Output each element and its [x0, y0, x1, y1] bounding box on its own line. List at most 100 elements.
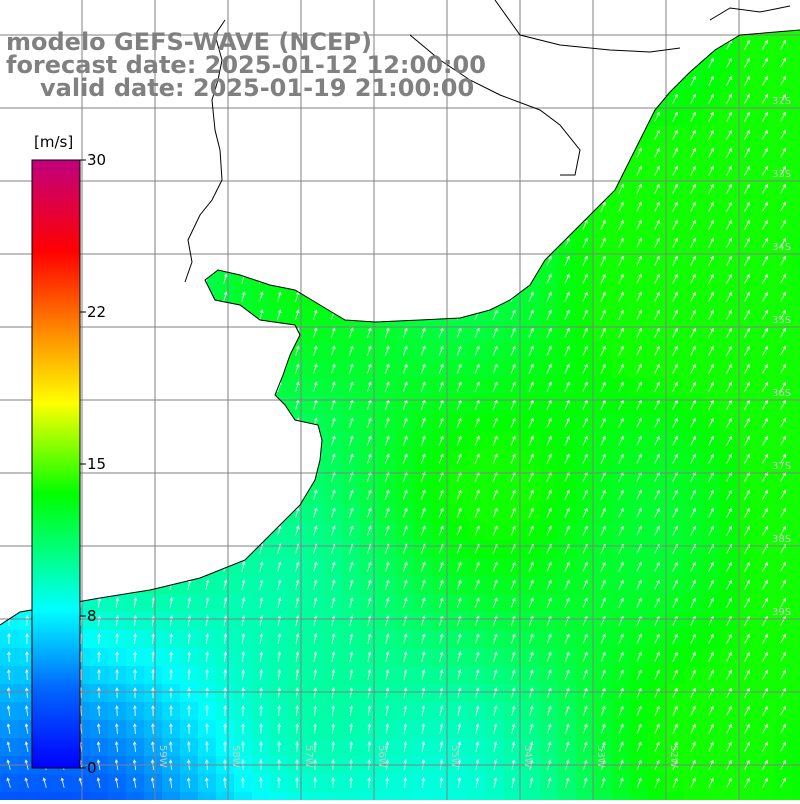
wind-arrow — [637, 95, 642, 104]
wind-arrow — [583, 112, 587, 121]
wind-cell — [414, 126, 433, 145]
wind-arrow — [475, 220, 479, 229]
wind-arrow — [475, 112, 479, 121]
wind-cell — [792, 486, 800, 505]
wind-arrow — [457, 40, 461, 49]
wind-cell — [450, 180, 469, 199]
wind-arrow — [26, 4, 29, 14]
wind-arrow — [457, 274, 461, 283]
wind-cell — [234, 792, 253, 800]
wind-cell — [432, 216, 451, 235]
wind-cell — [216, 504, 235, 523]
wind-arrow — [493, 220, 497, 229]
wind-arrow — [98, 472, 101, 482]
wind-arrow — [385, 130, 389, 139]
wind-arrow — [98, 292, 101, 302]
wind-cell — [342, 198, 361, 217]
wind-arrow — [565, 40, 569, 49]
wind-arrow — [745, 23, 750, 32]
wind-arrow — [98, 382, 101, 392]
wind-cell — [126, 432, 145, 451]
wind-arrow — [8, 184, 11, 194]
wind-cell — [18, 0, 37, 19]
wind-cell — [234, 162, 253, 181]
wind-arrow — [278, 274, 282, 284]
wind-cell — [648, 54, 667, 73]
wind-arrow — [331, 238, 335, 247]
wind-cell — [792, 684, 800, 703]
wind-arrow — [206, 184, 209, 194]
wind-cell — [180, 540, 199, 559]
wind-cell — [594, 18, 613, 37]
wind-arrow — [8, 328, 11, 338]
wind-cell — [270, 234, 289, 253]
wind-arrow — [385, 292, 389, 301]
wind-cell — [198, 522, 217, 541]
wind-cell — [306, 144, 325, 163]
wind-arrow — [619, 58, 623, 67]
wind-arrow — [331, 130, 335, 139]
wind-cell — [792, 234, 800, 253]
wind-cell — [792, 612, 800, 631]
wind-cell — [378, 288, 397, 307]
wind-arrow — [529, 184, 533, 193]
wind-arrow — [26, 220, 29, 230]
wind-arrow — [583, 130, 587, 139]
title-valid-date: valid date: 2025-01-19 21:00:00 — [40, 76, 474, 100]
wind-cell — [396, 288, 415, 307]
wind-cell — [792, 126, 800, 145]
wind-cell — [432, 18, 451, 37]
wind-cell — [198, 792, 217, 800]
wind-arrow — [529, 112, 533, 121]
wind-arrow — [421, 238, 425, 247]
wind-arrow — [403, 202, 407, 211]
wind-arrow — [475, 130, 479, 139]
colorbar-tick: 0 — [87, 759, 97, 777]
wind-cell — [792, 450, 800, 469]
wind-cell — [90, 180, 109, 199]
wind-cell — [594, 54, 613, 73]
wind-arrow — [655, 95, 660, 104]
wind-arrow — [709, 5, 714, 14]
wind-cell — [162, 396, 181, 415]
wind-arrow — [565, 148, 569, 157]
wind-arrow — [511, 40, 515, 49]
wind-arrow — [547, 58, 551, 67]
wind-arrow — [170, 274, 173, 284]
wind-arrow — [547, 4, 551, 13]
wind-cell — [144, 378, 163, 397]
wind-cell — [288, 108, 307, 127]
wind-cell — [522, 72, 541, 91]
wind-cell — [198, 504, 217, 523]
wind-cell — [738, 792, 757, 800]
wind-cell — [180, 414, 199, 433]
wind-arrow — [170, 436, 173, 446]
wind-arrow — [170, 112, 173, 122]
wind-arrow — [134, 472, 137, 482]
wind-arrow — [116, 130, 119, 140]
wind-arrow — [296, 436, 300, 446]
wind-arrow — [260, 328, 263, 338]
wind-arrow — [349, 130, 353, 139]
wind-arrow — [224, 418, 227, 428]
wind-arrow — [8, 472, 11, 482]
wind-arrow — [8, 580, 11, 590]
wind-cell — [90, 414, 109, 433]
wind-arrow — [421, 256, 425, 265]
wind-arrow — [152, 274, 155, 284]
wind-cell — [252, 144, 271, 163]
wind-cell — [288, 450, 307, 469]
wind-arrow — [224, 166, 227, 176]
wind-arrow — [152, 418, 155, 428]
wind-cell — [234, 342, 253, 361]
wind-cell — [684, 18, 703, 37]
wind-cell — [666, 792, 685, 800]
wind-arrow — [421, 22, 425, 31]
wind-cell — [126, 234, 145, 253]
wind-arrow — [439, 112, 443, 121]
wind-arrow — [134, 274, 137, 284]
wind-cell — [522, 792, 541, 800]
wind-cell — [522, 252, 541, 271]
wind-cell — [252, 0, 271, 19]
wind-arrow — [493, 4, 497, 13]
